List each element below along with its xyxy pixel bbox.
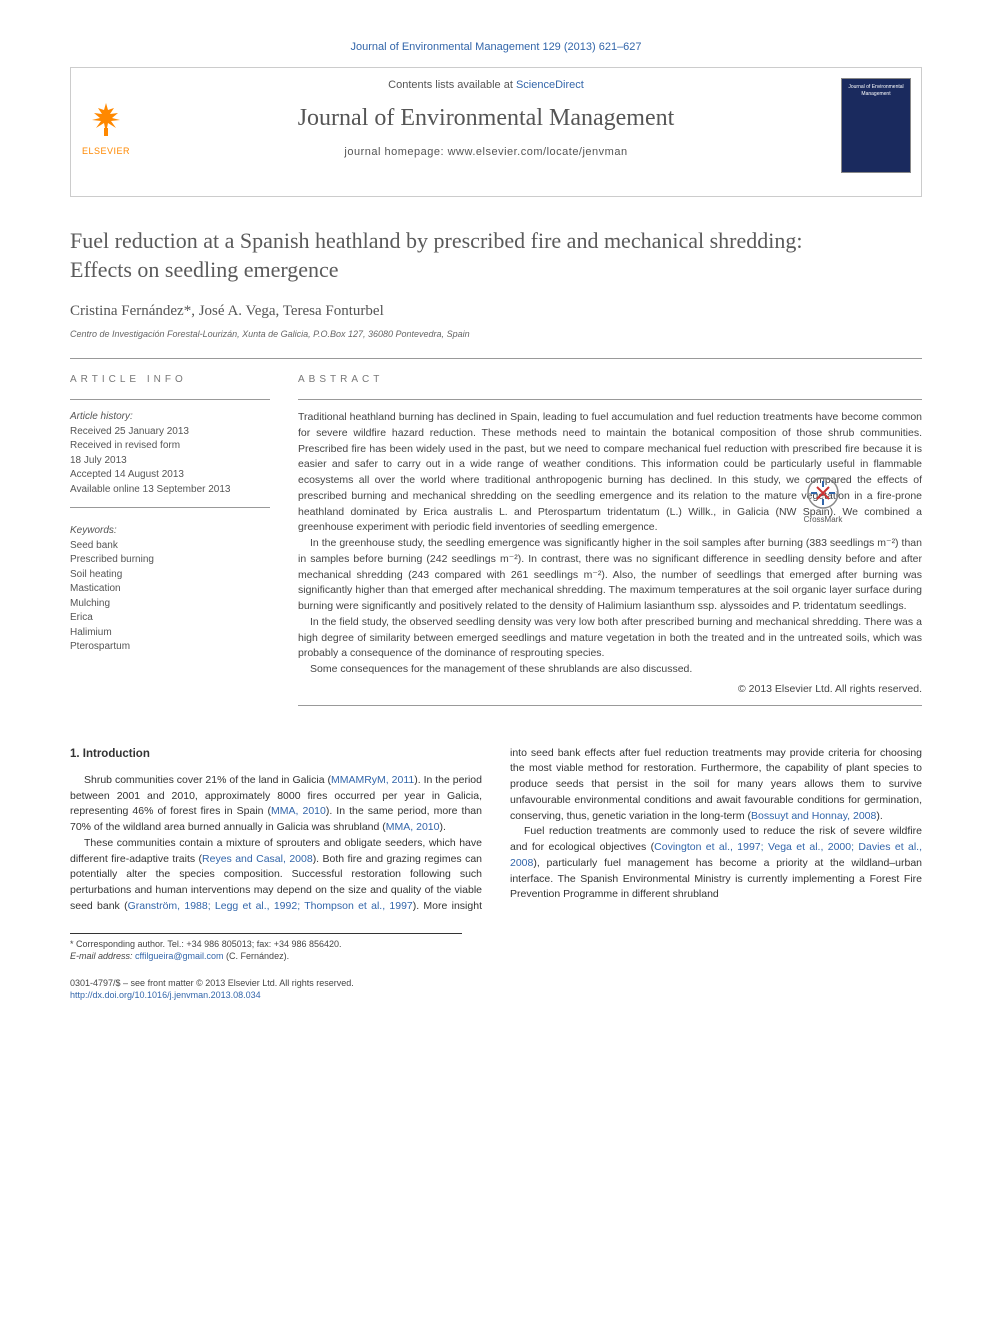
elsevier-logo: ELSEVIER <box>81 98 131 157</box>
text-span: Shrub communities cover 21% of the land … <box>84 774 331 786</box>
crossmark-badge[interactable]: CrossMark <box>799 477 847 525</box>
article-info-label: ARTICLE INFO <box>70 373 270 387</box>
abstract-paragraph: Some consequences for the management of … <box>298 662 922 678</box>
body-paragraph: Shrub communities cover 21% of the land … <box>70 773 482 836</box>
abstract-label: ABSTRACT <box>298 373 922 387</box>
abstract-copyright: © 2013 Elsevier Ltd. All rights reserved… <box>298 682 922 697</box>
divider <box>70 507 270 508</box>
crossmark-icon <box>807 477 839 509</box>
keyword: Soil heating <box>70 568 270 583</box>
homepage-prefix: journal homepage: <box>344 146 447 158</box>
keyword: Pterospartum <box>70 640 270 655</box>
doi-link[interactable]: http://dx.doi.org/10.1016/j.jenvman.2013… <box>70 990 261 1000</box>
history-label: Article history: <box>70 410 270 425</box>
section-heading-introduction: 1. Introduction <box>70 746 482 763</box>
accepted-date: Accepted 14 August 2013 <box>70 468 270 483</box>
citation-link[interactable]: MMA, 2010 <box>271 805 326 817</box>
keyword: Prescribed burning <box>70 553 270 568</box>
article-body: 1. Introduction Shrub communities cover … <box>70 746 922 915</box>
article-title: Fuel reduction at a Spanish heathland by… <box>70 227 922 284</box>
email-suffix: (C. Fernández). <box>224 951 290 961</box>
keyword: Halimium <box>70 626 270 641</box>
keywords-label: Keywords: <box>70 524 270 539</box>
corresponding-author-footnote: * Corresponding author. Tel.: +34 986 80… <box>70 933 462 963</box>
divider <box>298 399 922 400</box>
sciencedirect-link[interactable]: ScienceDirect <box>516 79 584 91</box>
email-label: E-mail address: <box>70 951 135 961</box>
keyword: Mulching <box>70 597 270 612</box>
elsevier-label: ELSEVIER <box>81 145 131 158</box>
homepage-url: www.elsevier.com/locate/jenvman <box>448 146 628 158</box>
contents-available-line: Contents lists available at ScienceDirec… <box>141 78 831 93</box>
body-paragraph: Fuel reduction treatments are commonly u… <box>510 824 922 903</box>
journal-homepage-line: journal homepage: www.elsevier.com/locat… <box>141 145 831 160</box>
citation-link[interactable]: Reyes and Casal, 2008 <box>202 853 313 865</box>
citation-link[interactable]: Bossuyt and Honnay, 2008 <box>751 810 876 822</box>
divider <box>70 399 270 400</box>
text-span: ). <box>876 810 882 822</box>
abstract-column: ABSTRACT Traditional heathland burning h… <box>298 359 922 705</box>
affiliation: Centro de Investigación Forestal-Lourizá… <box>70 328 922 341</box>
citation-link[interactable]: MMAMRyM, 2011 <box>331 774 414 786</box>
issn-copyright-line: 0301-4797/$ – see front matter © 2013 El… <box>70 977 922 990</box>
article-info-column: ARTICLE INFO Article history: Received 2… <box>70 359 270 705</box>
journal-reference: Journal of Environmental Management 129 … <box>70 40 922 55</box>
page-footer-meta: 0301-4797/$ – see front matter © 2013 El… <box>70 977 922 1002</box>
abstract-paragraph: In the field study, the observed seedlin… <box>298 615 922 662</box>
keyword: Seed bank <box>70 539 270 554</box>
header-banner: ELSEVIER Journal of Environmental Manage… <box>70 67 922 197</box>
contents-prefix: Contents lists available at <box>388 79 516 91</box>
divider <box>298 705 922 706</box>
keyword: Erica <box>70 611 270 626</box>
corr-author-line: * Corresponding author. Tel.: +34 986 80… <box>70 938 462 951</box>
author-list: Cristina Fernández*, José A. Vega, Teres… <box>70 301 922 322</box>
revised-label: Received in revised form <box>70 439 270 454</box>
journal-title: Journal of Environmental Management <box>141 102 831 136</box>
text-span: ). <box>439 821 445 833</box>
abstract-paragraph: In the greenhouse study, the seedling em… <box>298 536 922 615</box>
elsevier-tree-icon <box>86 98 126 138</box>
cover-caption: Journal of Environmental Management <box>842 79 910 103</box>
journal-cover-thumbnail: Journal of Environmental Management <box>841 78 911 173</box>
citation-link[interactable]: MMA, 2010 <box>386 821 440 833</box>
citation-link[interactable]: Granström, 1988; Legg et al., 1992; Thom… <box>128 900 413 912</box>
crossmark-label: CrossMark <box>799 514 847 525</box>
text-span: ), particularly fuel management has beco… <box>510 857 922 901</box>
keyword: Mastication <box>70 582 270 597</box>
revised-date: 18 July 2013 <box>70 454 270 469</box>
online-date: Available online 13 September 2013 <box>70 483 270 498</box>
email-link[interactable]: cffilgueira@gmail.com <box>135 951 224 961</box>
received-date: Received 25 January 2013 <box>70 425 270 440</box>
